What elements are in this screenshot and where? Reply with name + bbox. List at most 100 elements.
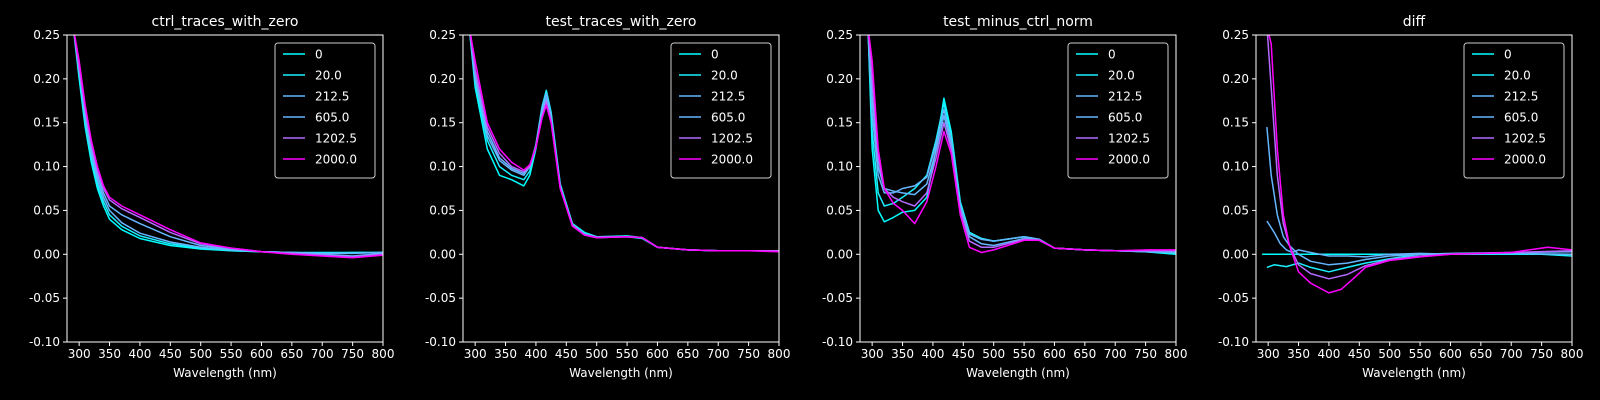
- axes-frame: [859, 34, 1177, 343]
- axes-frame: [462, 34, 780, 343]
- x-tick-label: 550: [220, 347, 243, 361]
- x-tick-label: 750: [1134, 347, 1157, 361]
- y-tick-label: 0.20: [33, 72, 60, 86]
- y-tick-label: -0.05: [29, 291, 60, 305]
- legend-box: [670, 42, 772, 179]
- y-tick-label: -0.10: [1218, 335, 1249, 349]
- x-tick-label: 500: [1378, 347, 1401, 361]
- x-tick-label: 500: [982, 347, 1005, 361]
- y-tick-label: -0.10: [29, 335, 60, 349]
- chart-title: test_minus_ctrl_norm: [943, 14, 1093, 30]
- axes-frame: [1255, 34, 1573, 343]
- x-tick-label: 650: [1469, 347, 1492, 361]
- chart-panel-2: test_minus_ctrl_norm 300 350 400 450 500 550 60…: [822, 14, 1188, 380]
- chart-title: ctrl_traces_with_zero: [152, 14, 299, 30]
- y-tick-label: 0.25: [33, 28, 60, 42]
- y-tick-label: -0.05: [425, 291, 456, 305]
- x-tick-label: 350: [891, 347, 914, 361]
- x-tick-label: 400: [128, 347, 151, 361]
- y-tick-label: 0.00: [429, 247, 456, 261]
- y-tick-label: 0.00: [826, 247, 853, 261]
- y-tick-label: 0.05: [1222, 203, 1249, 217]
- x-axis-label: Wavelength (nm): [569, 366, 673, 380]
- x-tick-label: 750: [341, 347, 364, 361]
- legend-label: 20.0: [711, 69, 738, 83]
- chart-title: test_traces_with_zero: [546, 14, 697, 30]
- legend-label: 212.5: [315, 90, 349, 104]
- x-tick-label: 650: [676, 347, 699, 361]
- legend-label: 20.0: [1504, 69, 1531, 83]
- series-line-5: [469, 35, 779, 253]
- y-tick-label: 0.10: [1222, 160, 1249, 174]
- legend-label: 1202.5: [1504, 132, 1546, 146]
- y-tick-label: 0.05: [429, 203, 456, 217]
- y-tick-label: 0.00: [33, 247, 60, 261]
- x-tick-label: 550: [1409, 347, 1432, 361]
- x-tick-label: 300: [861, 347, 884, 361]
- series-line-3: [1266, 127, 1572, 266]
- legend-label: 212.5: [1504, 90, 1538, 104]
- y-tick-label: -0.10: [425, 335, 456, 349]
- y-tick-label: -0.05: [822, 291, 853, 305]
- legend-label: 0: [711, 48, 719, 62]
- y-tick-label: -0.05: [1218, 291, 1249, 305]
- y-tick-label: 0.20: [1222, 72, 1249, 86]
- x-tick-label: 350: [1287, 347, 1310, 361]
- x-tick-label: 650: [280, 347, 303, 361]
- x-tick-label: 700: [1500, 347, 1523, 361]
- y-tick-label: 0.20: [826, 72, 853, 86]
- x-axis-label: Wavelength (nm): [1362, 366, 1466, 380]
- x-tick-label: 350: [98, 347, 121, 361]
- x-tick-label: 400: [1317, 347, 1340, 361]
- y-tick-label: 0.00: [1222, 247, 1249, 261]
- x-axis-label: Wavelength (nm): [966, 366, 1070, 380]
- x-tick-label: 300: [1257, 347, 1280, 361]
- x-axis-label: Wavelength (nm): [173, 366, 277, 380]
- legend-box: [1067, 42, 1169, 179]
- x-tick-label: 400: [524, 347, 547, 361]
- legend-box: [274, 42, 376, 179]
- x-tick-label: 400: [921, 347, 944, 361]
- y-tick-label: 0.05: [826, 203, 853, 217]
- chart-title: diff: [1403, 14, 1426, 30]
- x-tick-label: 450: [1348, 347, 1371, 361]
- x-tick-label: 450: [159, 347, 182, 361]
- legend-label: 2000.0: [315, 153, 357, 167]
- x-tick-label: 650: [1073, 347, 1096, 361]
- series-line-5: [868, 35, 1176, 254]
- y-tick-label: -0.10: [822, 335, 853, 349]
- y-tick-label: 0.10: [826, 160, 853, 174]
- legend-label: 1202.5: [1108, 132, 1150, 146]
- x-tick-label: 300: [464, 347, 487, 361]
- legend-label: 2000.0: [1108, 153, 1150, 167]
- x-tick-label: 700: [707, 347, 730, 361]
- legend-label: 212.5: [1108, 90, 1142, 104]
- axes-frame: [66, 34, 384, 343]
- x-tick-label: 550: [616, 347, 639, 361]
- x-tick-label: 750: [1530, 347, 1553, 361]
- x-tick-label: 450: [555, 347, 578, 361]
- legend-label: 20.0: [1108, 69, 1135, 83]
- y-tick-label: 0.10: [429, 160, 456, 174]
- legend-label: 212.5: [711, 90, 745, 104]
- y-tick-label: 0.15: [33, 116, 60, 130]
- legend-label: 1202.5: [711, 132, 753, 146]
- legend: 0 20.0 212.5 605.0 1202.5 2000.0: [1067, 42, 1169, 179]
- x-tick-label: 800: [768, 347, 791, 361]
- x-tick-label: 800: [372, 347, 395, 361]
- y-tick-label: 0.10: [33, 160, 60, 174]
- series-line-5: [1268, 35, 1572, 294]
- legend-label: 20.0: [315, 69, 342, 83]
- x-tick-label: 500: [585, 347, 608, 361]
- x-tick-label: 500: [189, 347, 212, 361]
- legend-label: 2000.0: [711, 153, 753, 167]
- y-tick-label: 0.05: [33, 203, 60, 217]
- x-tick-label: 450: [952, 347, 975, 361]
- y-tick-label: 0.25: [429, 28, 456, 42]
- x-tick-label: 350: [494, 347, 517, 361]
- legend-label: 0: [315, 48, 323, 62]
- x-tick-label: 800: [1561, 347, 1584, 361]
- legend-label: 605.0: [711, 111, 745, 125]
- x-tick-label: 300: [68, 347, 91, 361]
